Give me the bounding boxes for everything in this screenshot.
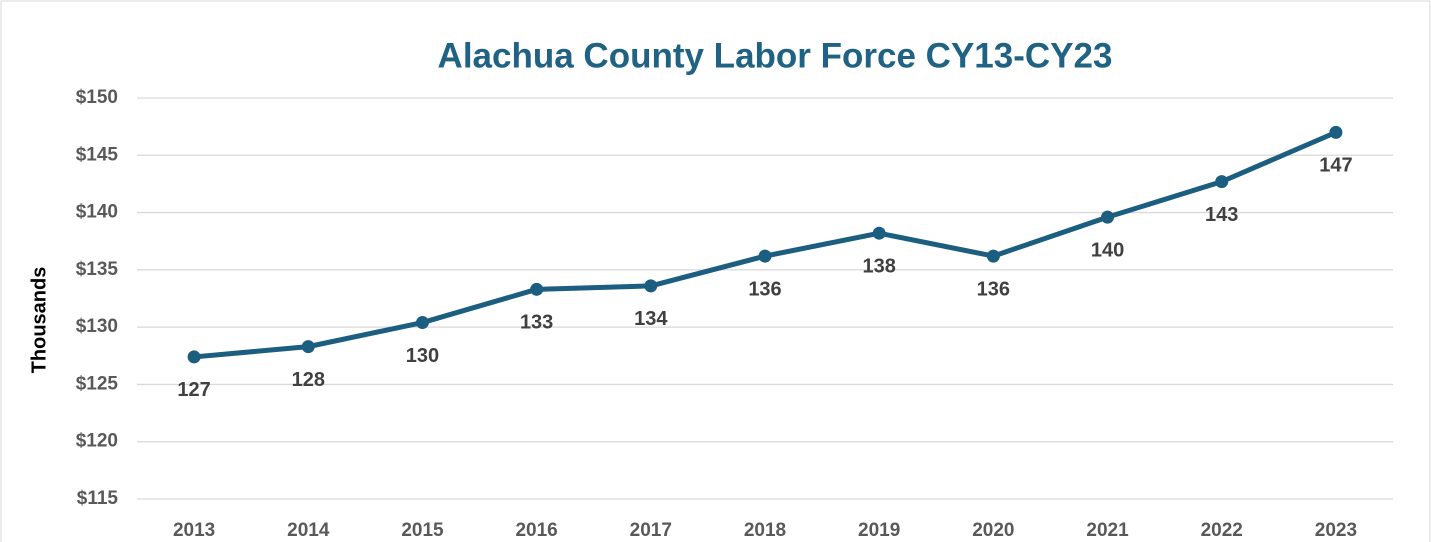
data-point — [872, 226, 886, 240]
chart-title: Alachua County Labor Force CY13-CY23 — [438, 36, 1113, 75]
data-point — [644, 279, 658, 293]
y-tick-label: $130 — [76, 316, 118, 337]
data-point — [986, 249, 1000, 263]
x-tick-label: 2021 — [1086, 520, 1129, 541]
data-point — [1101, 210, 1115, 224]
x-tick-label: 2016 — [515, 520, 557, 541]
x-tick-label: 2022 — [1201, 520, 1243, 541]
y-tick-label: $115 — [77, 488, 119, 509]
y-tick-label: $145 — [76, 144, 119, 165]
y-tick-label: $150 — [76, 87, 118, 108]
data-point — [187, 350, 201, 364]
x-tick-label: 2023 — [1315, 520, 1357, 541]
y-tick-label: $125 — [76, 373, 119, 394]
data-label: 130 — [406, 345, 439, 367]
data-point — [758, 249, 772, 263]
data-label: 136 — [748, 278, 781, 300]
y-tick-label: $120 — [76, 431, 118, 452]
data-label: 138 — [862, 255, 895, 277]
data-label: 143 — [1205, 204, 1238, 226]
x-tick-label: 2020 — [972, 520, 1014, 541]
data-point — [415, 316, 429, 330]
x-tick-label: 2017 — [630, 520, 672, 541]
data-label: 133 — [520, 312, 553, 334]
data-label: 147 — [1319, 155, 1352, 177]
y-tick-label: $140 — [76, 202, 118, 223]
data-point — [1215, 175, 1229, 189]
x-tick-label: 2018 — [744, 520, 786, 541]
x-tick-label: 2019 — [858, 520, 900, 541]
data-label: 128 — [292, 369, 325, 391]
x-tick-label: 2013 — [173, 520, 215, 541]
data-point — [301, 340, 315, 354]
data-point — [1329, 125, 1343, 139]
data-point — [530, 282, 544, 296]
x-tick-label: 2014 — [287, 520, 330, 541]
data-label: 127 — [177, 379, 210, 401]
data-label: 140 — [1091, 239, 1124, 261]
data-label: 134 — [634, 308, 668, 330]
y-tick-label: $135 — [76, 259, 119, 280]
x-tick-label: 2015 — [401, 520, 444, 541]
y-axis-label: Thousands — [28, 267, 50, 374]
data-label: 136 — [977, 278, 1010, 300]
